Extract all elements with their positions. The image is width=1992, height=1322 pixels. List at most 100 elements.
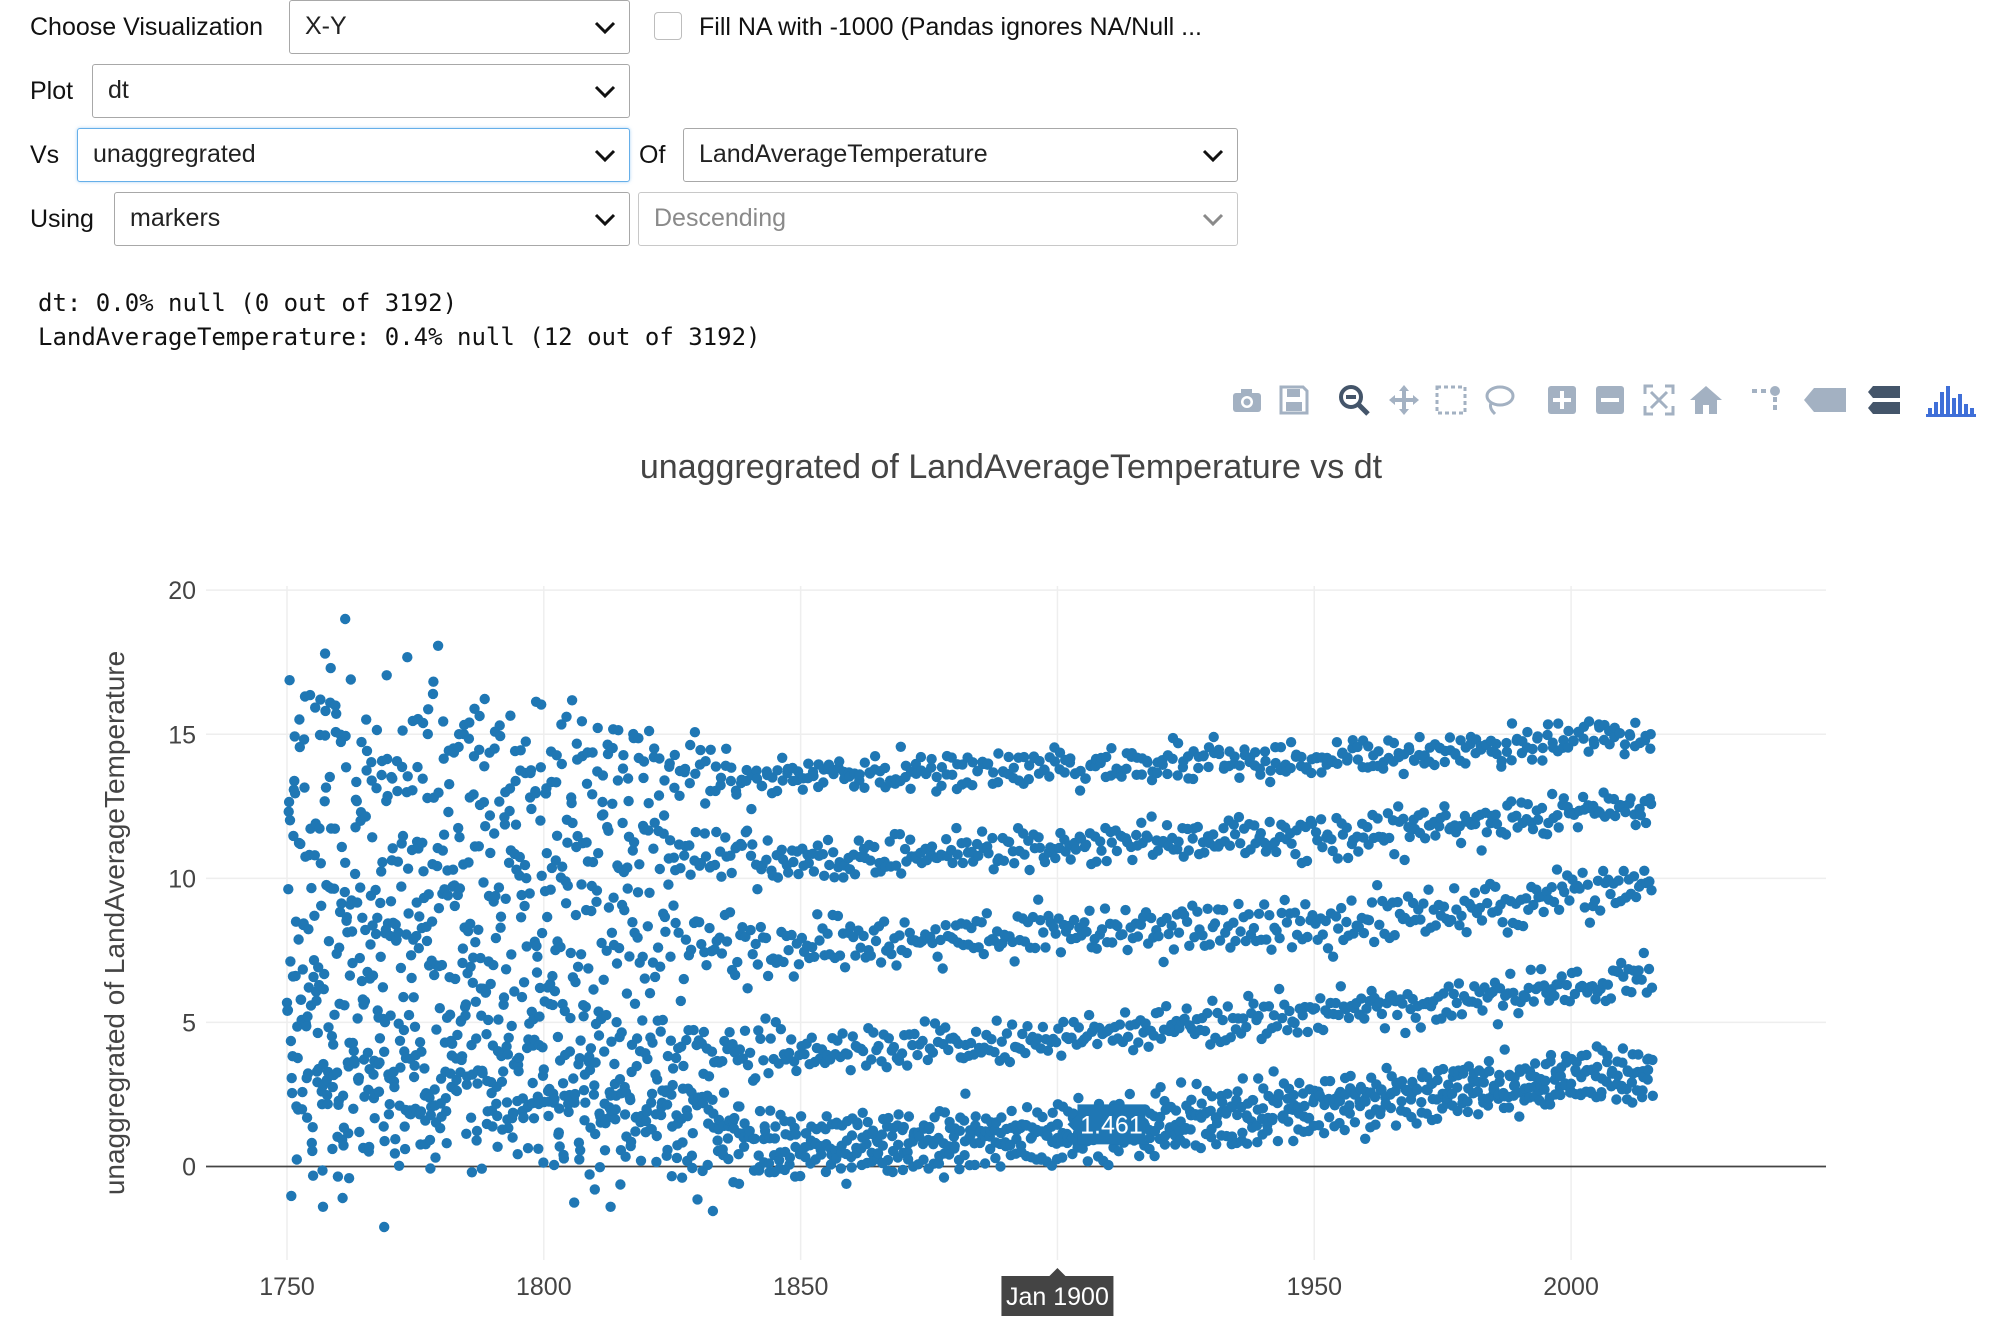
scatter-point[interactable] [1491,818,1503,830]
scatter-point[interactable] [1187,833,1198,844]
scatter-point[interactable] [417,773,428,784]
scatter-point[interactable] [571,738,582,749]
zoom-in-icon[interactable] [1544,382,1580,418]
scatter-point[interactable] [854,769,865,780]
scatter-point[interactable] [1264,910,1275,921]
scatter-point[interactable] [790,1129,802,1140]
scatter-point[interactable] [500,893,511,904]
scatter-point[interactable] [841,1178,852,1190]
scatter-point[interactable] [763,1158,775,1169]
scatter-point[interactable] [771,785,783,797]
scatter-point[interactable] [954,1164,965,1175]
scatter-point[interactable] [1084,905,1095,916]
scatter-point[interactable] [1222,1001,1234,1012]
scatter-point[interactable] [1119,1007,1131,1018]
scatter-point[interactable] [591,896,602,907]
scatter-point[interactable] [382,790,393,802]
scatter-point[interactable] [718,1087,730,1098]
scatter-point[interactable] [1595,905,1606,916]
scatter-point[interactable] [283,796,295,808]
scatter-point[interactable] [1273,1088,1284,1100]
scatter-point[interactable] [919,1016,930,1027]
scatter-point[interactable] [603,902,615,913]
scatter-point[interactable] [729,969,741,981]
scatter-point[interactable] [516,991,528,1003]
scatter-point[interactable] [772,765,783,776]
scatter-point[interactable] [717,1056,728,1067]
scatter-point[interactable] [909,1028,920,1040]
scatter-point[interactable] [644,988,656,999]
scatter-point[interactable] [622,773,634,784]
scatter-point[interactable] [1342,752,1353,763]
scatter-point[interactable] [1315,993,1326,1004]
scatter-point[interactable] [1042,1045,1054,1056]
scatter-point[interactable] [873,1040,884,1052]
scatter-point[interactable] [1131,829,1142,841]
scatter-point[interactable] [466,1167,478,1178]
scatter-point[interactable] [1473,1109,1484,1120]
scatter-point[interactable] [951,822,962,834]
scatter-point[interactable] [408,992,419,1003]
scatter-point[interactable] [658,810,670,821]
scatter-point[interactable] [1016,1146,1027,1158]
using-select[interactable]: markers [114,192,630,246]
scatter-point[interactable] [1544,1099,1556,1110]
scatter-point[interactable] [1460,758,1471,769]
scatter-point[interactable] [1613,875,1624,886]
scatter-point[interactable] [444,779,455,790]
scatter-point[interactable] [463,857,474,868]
scatter-point[interactable] [1522,726,1533,738]
scatter-point[interactable] [678,973,689,985]
scatter-point[interactable] [1526,754,1538,765]
scatter-point[interactable] [788,856,799,868]
scatter-point[interactable] [1432,1074,1443,1086]
scatter-point[interactable] [367,832,378,843]
scatter-point[interactable] [435,1123,446,1134]
scatter-point[interactable] [493,882,505,893]
scatter-point[interactable] [1324,1112,1335,1123]
scatter-point[interactable] [1132,931,1144,942]
scatter-point[interactable] [726,762,737,773]
scatter-point[interactable] [390,1134,401,1145]
scatter-point[interactable] [638,756,650,767]
scatter-point[interactable] [943,1044,954,1056]
scatter-point[interactable] [551,830,563,841]
scatter-point[interactable] [340,857,351,868]
scatter-points[interactable] [281,613,1659,1233]
scatter-point[interactable] [1202,1008,1213,1019]
scatter-point[interactable] [549,1093,560,1105]
scatter-point[interactable] [576,716,588,727]
scatter-point[interactable] [327,1081,338,1093]
scatter-point[interactable] [883,1033,894,1044]
scatter-point[interactable] [379,1046,390,1058]
scatter-point[interactable] [1038,927,1049,938]
scatter-point[interactable] [1415,914,1426,925]
scatter-point[interactable] [719,1035,730,1047]
scatter-point[interactable] [642,921,653,932]
scatter-point[interactable] [809,951,820,962]
scatter-point[interactable] [756,780,768,792]
scatter-point[interactable] [505,710,516,721]
scatter-point[interactable] [578,1085,590,1096]
scatter-point[interactable] [367,970,379,981]
scatter-point[interactable] [613,725,624,736]
scatter-point[interactable] [745,924,756,936]
scatter-point[interactable] [893,1109,904,1120]
scatter-point[interactable] [1134,1150,1145,1162]
scatter-point[interactable] [1189,932,1200,943]
scatter-point[interactable] [483,1014,494,1026]
scatter-point[interactable] [739,1025,751,1037]
scatter-point[interactable] [986,1034,997,1045]
scatter-point[interactable] [1018,751,1030,763]
scatter-point[interactable] [599,1046,610,1057]
scatter-point[interactable] [361,765,372,776]
scatter-point[interactable] [1300,899,1311,910]
scatter-point[interactable] [875,957,887,968]
scatter-point[interactable] [1339,1124,1350,1136]
scatter-point[interactable] [1155,1033,1167,1045]
scatter-point[interactable] [606,1036,617,1047]
scatter-point[interactable] [1153,931,1164,942]
scatter-point[interactable] [930,924,941,935]
scatter-point[interactable] [1642,1074,1653,1085]
scatter-point[interactable] [406,972,417,984]
